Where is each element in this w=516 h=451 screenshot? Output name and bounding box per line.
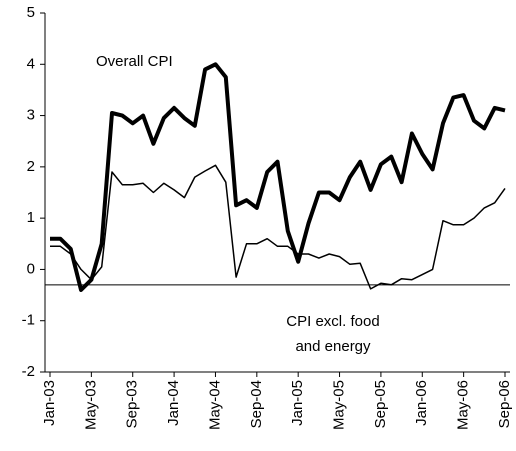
y-tick-label: 3 <box>27 107 35 124</box>
y-tick-label: -1 <box>22 312 35 329</box>
y-tick-label: 5 <box>27 4 35 21</box>
x-tick-label: May-05 <box>331 380 348 430</box>
x-tick-label: Jan-04 <box>165 380 182 426</box>
x-tick-label: Jan-03 <box>41 380 58 426</box>
x-tick-label: May-06 <box>455 380 472 430</box>
annotation: and energy <box>295 338 371 355</box>
x-tick-label: Sep-04 <box>248 380 265 428</box>
x-tick-label: Jan-06 <box>413 380 430 426</box>
x-tick-label: May-03 <box>82 380 99 430</box>
y-tick-label: -2 <box>22 363 35 380</box>
x-tick-label: May-04 <box>206 380 223 430</box>
y-tick-label: 4 <box>27 55 35 72</box>
y-tick-label: 1 <box>27 209 35 226</box>
series-line <box>50 164 506 290</box>
y-tick-label: 2 <box>27 158 35 175</box>
annotation: CPI excl. food <box>286 313 379 330</box>
x-tick-label: Sep-03 <box>124 380 141 428</box>
x-tick-label: Sep-05 <box>372 380 389 428</box>
y-tick-label: 0 <box>27 260 35 277</box>
series-line <box>50 62 506 292</box>
annotation: Overall CPI <box>96 53 173 70</box>
x-tick-label: Jan-05 <box>289 380 306 426</box>
x-tick-label: Sep-06 <box>496 380 513 428</box>
